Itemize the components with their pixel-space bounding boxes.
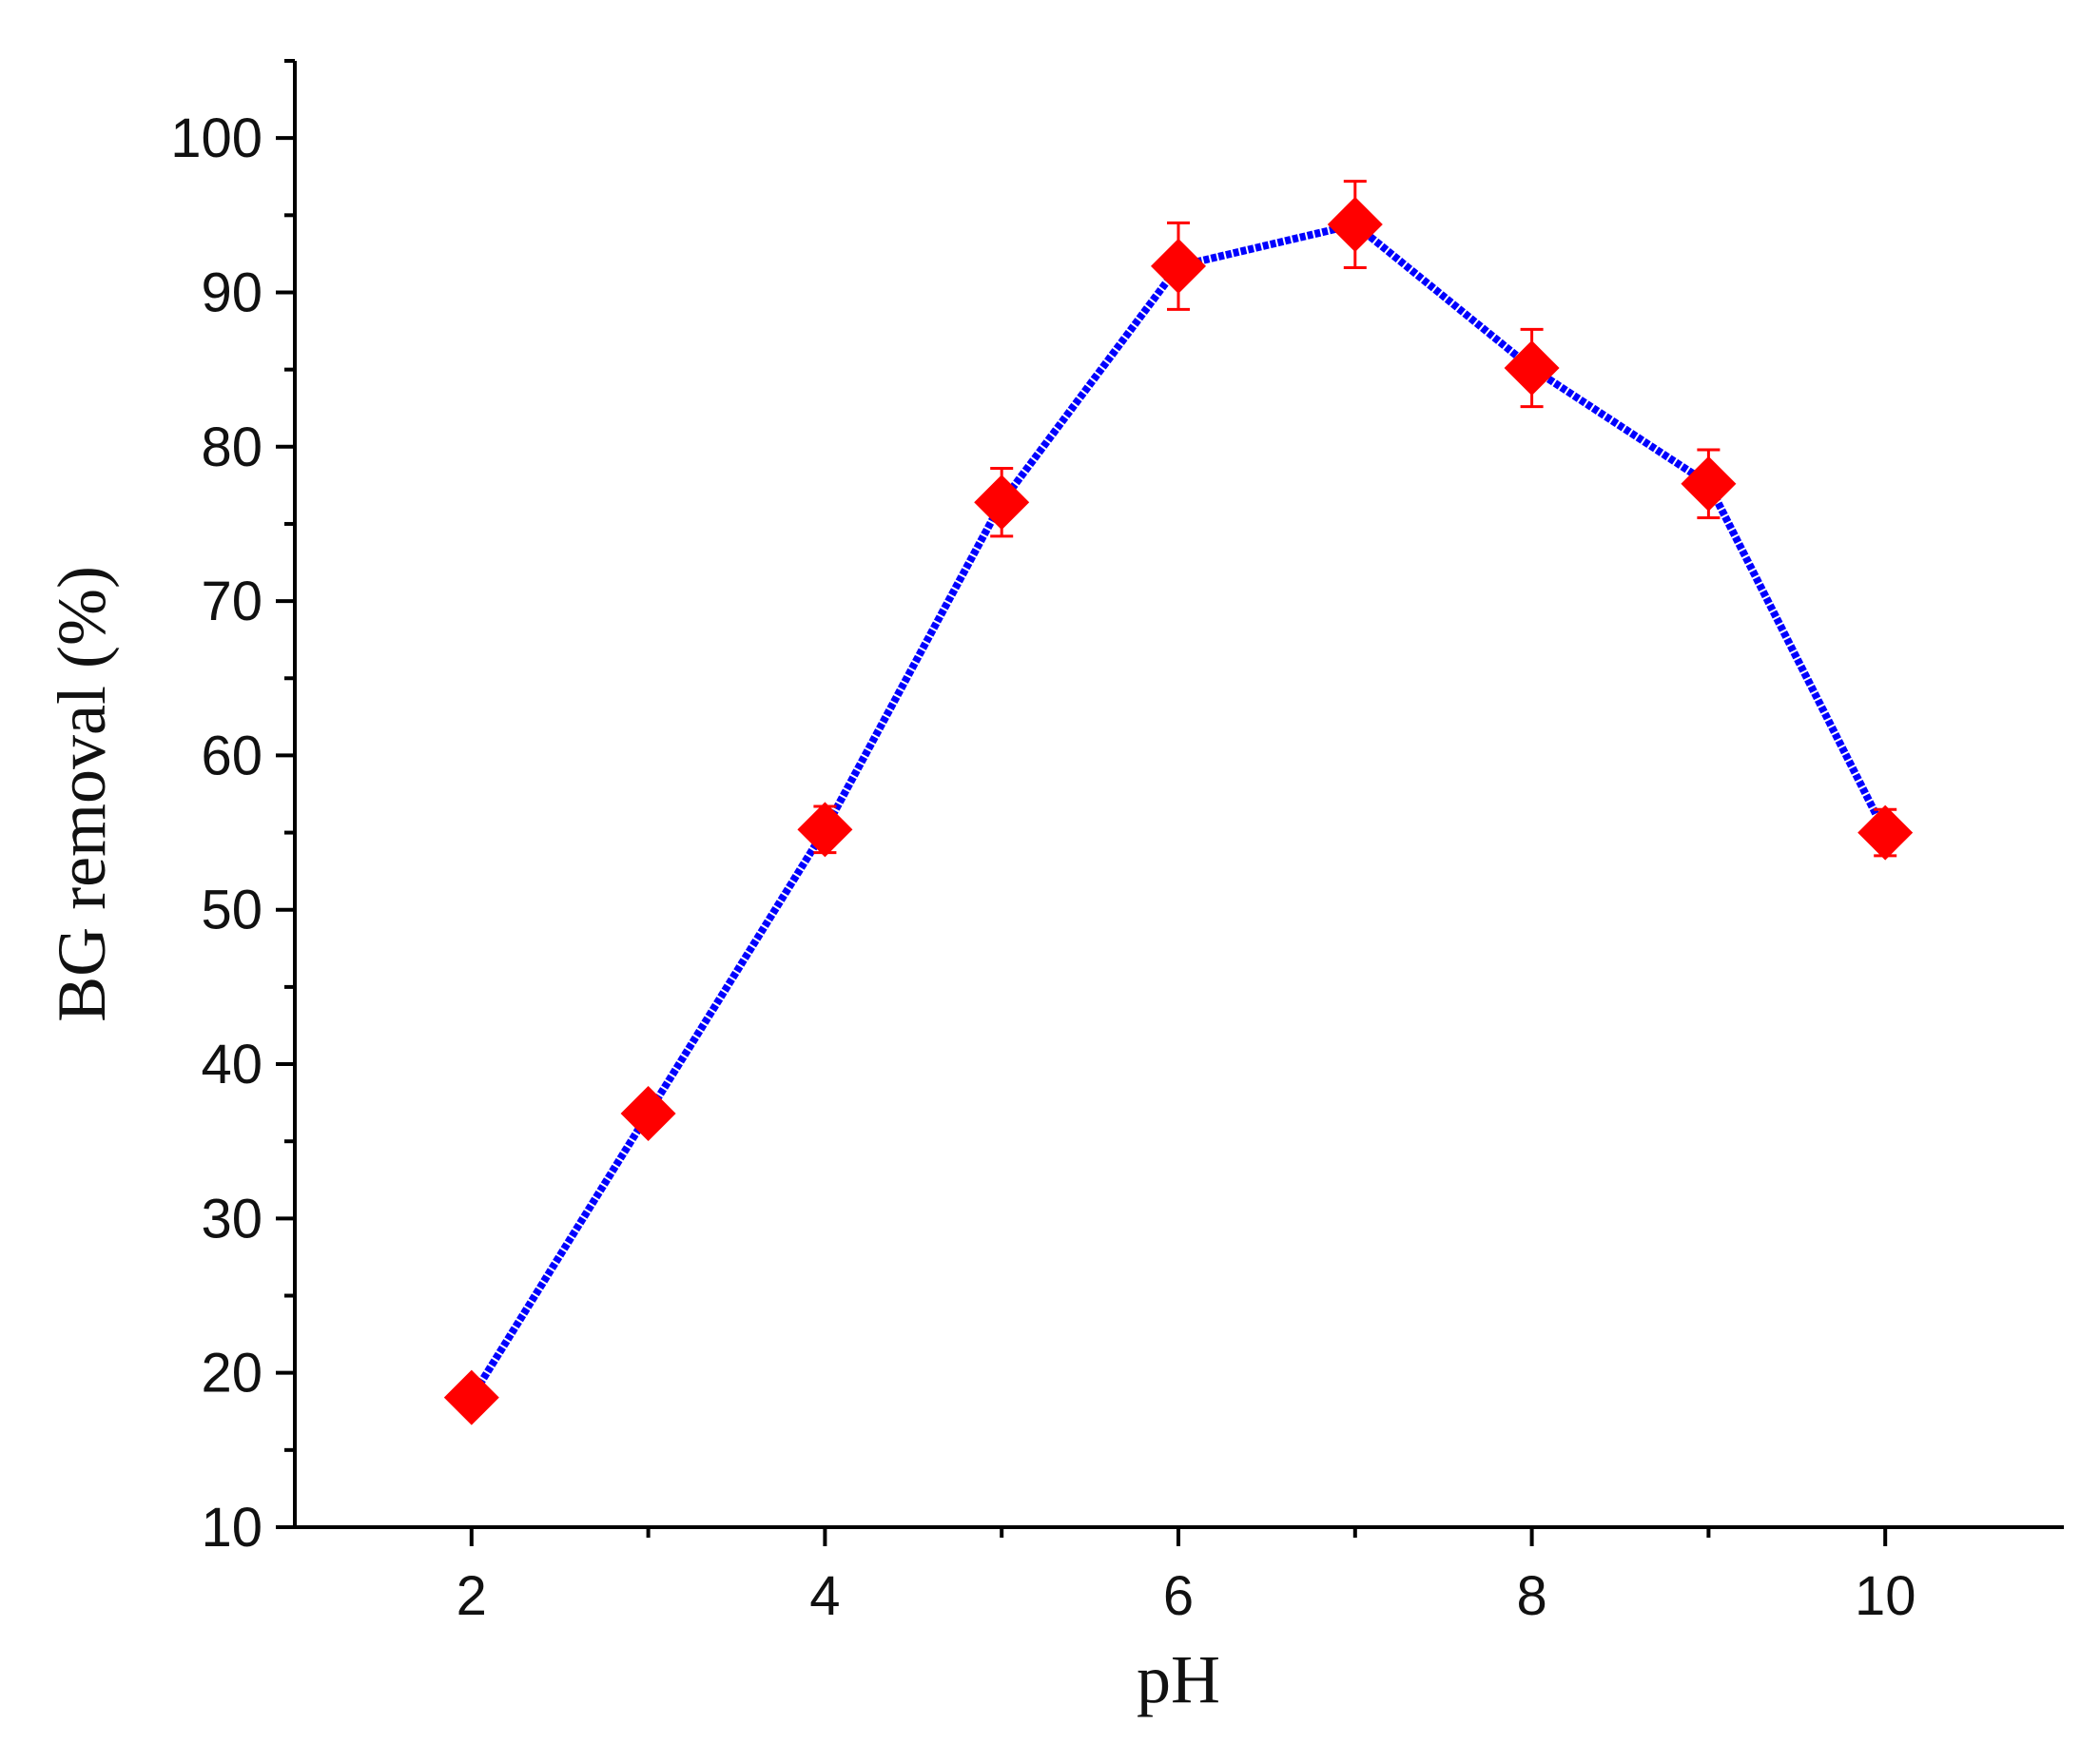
marker	[1681, 455, 1737, 512]
marker	[797, 802, 853, 858]
y-tick-label: 100	[170, 107, 262, 169]
x-axis-title: pH	[1137, 1641, 1220, 1717]
marker	[620, 1085, 676, 1141]
marker	[1857, 804, 1914, 861]
y-tick-label: 40	[201, 1034, 262, 1095]
y-tick-label: 90	[201, 262, 262, 323]
y-tick-label: 80	[201, 417, 262, 478]
x-tick-label: 8	[1516, 1565, 1546, 1627]
y-tick-label: 10	[201, 1497, 262, 1559]
y-tick-label: 50	[201, 880, 262, 941]
x-tick-label: 4	[809, 1565, 840, 1627]
marker	[1151, 238, 1206, 294]
y-axis-title: BG removal (%)	[44, 566, 120, 1022]
x-tick-label: 10	[1855, 1565, 1916, 1627]
x-tick-label: 6	[1163, 1565, 1194, 1627]
data-line	[468, 220, 1889, 1400]
marker	[1504, 340, 1560, 397]
x-tick-label: 2	[457, 1565, 487, 1627]
y-tick-label: 30	[201, 1188, 262, 1250]
marker	[1327, 197, 1383, 253]
y-tick-label: 20	[201, 1343, 262, 1405]
marker	[443, 1369, 499, 1425]
y-tick-label: 70	[201, 571, 262, 632]
marker	[974, 475, 1030, 531]
y-tick-label: 60	[201, 725, 262, 786]
